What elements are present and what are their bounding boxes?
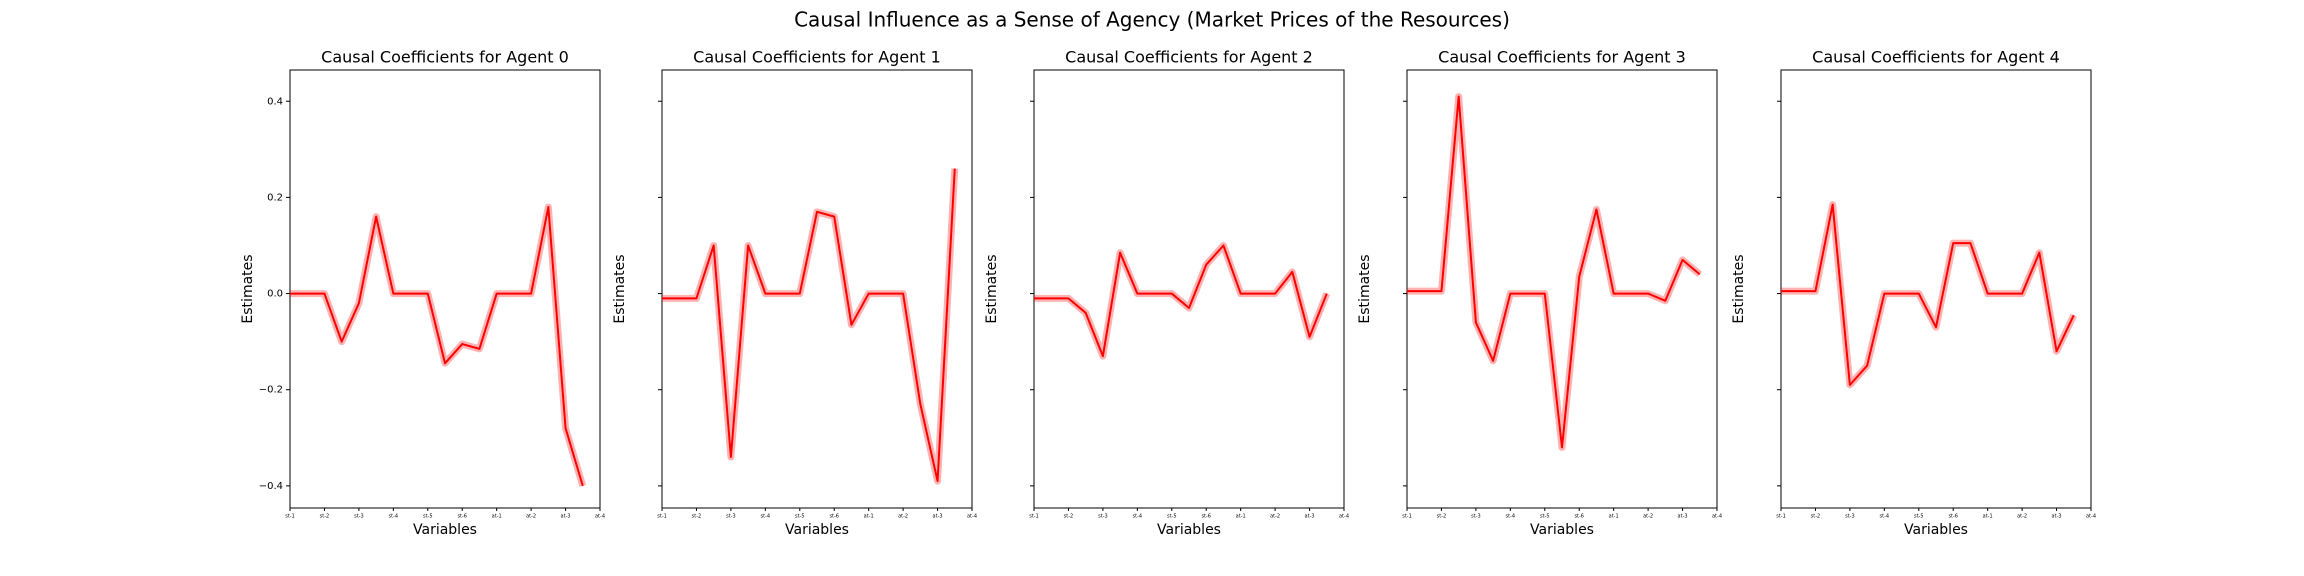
subplot-title: Causal Coefficients for Agent 1 [693,48,941,67]
x-tick-label: at-3 [1305,514,1315,520]
x-tick-label: at-2 [2017,514,2027,520]
x-tick-label: st-5 [423,514,433,520]
y-axis-label: Estimates [240,254,256,323]
x-tick-label: st-6 [829,514,839,520]
x-tick-label: at-1 [864,514,874,520]
subplot-title: Causal Coefficients for Agent 4 [1812,48,2060,67]
series-band [662,168,959,485]
x-tick-label: st-3 [726,514,736,520]
subplot-title: Causal Coefficients for Agent 2 [1065,48,1313,67]
axes-frame [1033,69,1345,509]
x-axis-label: Variables [1530,522,1594,538]
x-tick-label: at-4 [1339,514,1349,520]
axes-frame [289,69,601,509]
figure-title: Causal Influence as a Sense of Agency (M… [794,8,1510,32]
x-tick-label: st-3 [1471,514,1481,520]
x-tick-label: at-2 [1643,514,1653,520]
x-tick-label: at-1 [1983,514,1993,520]
series-line [1407,95,1701,449]
y-tick-label: −0.2 [259,385,283,396]
x-tick-label: st-4 [761,514,771,520]
x-tick-label: st-2 [1811,514,1821,520]
x-axis-label: Variables [1904,522,1968,538]
subplot-title: Causal Coefficients for Agent 0 [321,48,569,67]
y-tick-label: 0.4 [267,96,283,107]
x-tick-label: st-1 [1776,514,1786,520]
x-tick-label: st-4 [1506,514,1516,520]
series-line [1034,244,1328,358]
x-tick-label: st-3 [1098,514,1108,520]
x-tick-label: at-4 [967,514,977,520]
x-tick-label: at-1 [1236,514,1246,520]
x-axis-label: Variables [785,522,849,538]
x-tick-label: at-4 [595,514,605,520]
x-axis-label: Variables [413,522,477,538]
x-tick-label: st-4 [389,514,399,520]
x-tick-label: st-4 [1133,514,1143,520]
y-tick-label: −0.4 [259,481,283,492]
x-tick-label: at-2 [898,514,908,520]
x-tick-label: at-3 [561,514,571,520]
x-tick-label: at-4 [2086,514,2096,520]
series-band [1781,201,2077,389]
x-tick-label: st-1 [657,514,667,520]
x-tick-label: st-5 [795,514,805,520]
x-tick-label: st-2 [320,514,330,520]
x-tick-label: at-2 [526,514,536,520]
x-tick-label: st-6 [1201,514,1211,520]
x-tick-label: st-1 [1402,514,1412,520]
x-tick-label: at-2 [1270,514,1280,520]
x-tick-label: at-3 [933,514,943,520]
subplot-title: Causal Coefficients for Agent 3 [1438,48,1686,67]
x-tick-label: st-5 [1167,514,1177,520]
y-axis-label: Estimates [984,254,1000,323]
x-axis-label: Variables [1157,522,1221,538]
y-axis-label: Estimates [1357,254,1373,323]
series-line [1781,203,2075,386]
x-tick-label: st-5 [1540,514,1550,520]
x-tick-label: at-4 [1712,514,1722,520]
x-tick-label: st-6 [457,514,467,520]
x-tick-label: st-3 [354,514,364,520]
series-band [1407,92,1703,451]
y-axis-label: Estimates [1731,254,1747,323]
series-line [662,168,956,483]
axes-frame [1780,69,2092,509]
series-band [290,203,587,487]
y-tick-label: 0.0 [267,289,283,300]
axes-frame [661,69,973,509]
x-tick-label: st-1 [285,514,295,520]
series-line [290,206,584,487]
x-tick-label: at-3 [2052,514,2062,520]
x-tick-label: st-1 [1029,514,1039,520]
x-tick-label: st-2 [692,514,702,520]
x-tick-label: st-2 [1437,514,1447,520]
x-tick-label: st-5 [1914,514,1924,520]
x-tick-label: at-1 [492,514,502,520]
y-axis-label: Estimates [612,254,628,323]
axes-frame [1406,69,1718,509]
x-tick-label: st-2 [1064,514,1074,520]
x-tick-label: at-1 [1609,514,1619,520]
x-tick-label: st-4 [1880,514,1890,520]
x-tick-label: st-6 [1574,514,1584,520]
x-tick-label: st-3 [1845,514,1855,520]
x-tick-label: at-3 [1678,514,1688,520]
x-tick-label: st-6 [1948,514,1958,520]
y-tick-label: 0.2 [267,192,283,203]
